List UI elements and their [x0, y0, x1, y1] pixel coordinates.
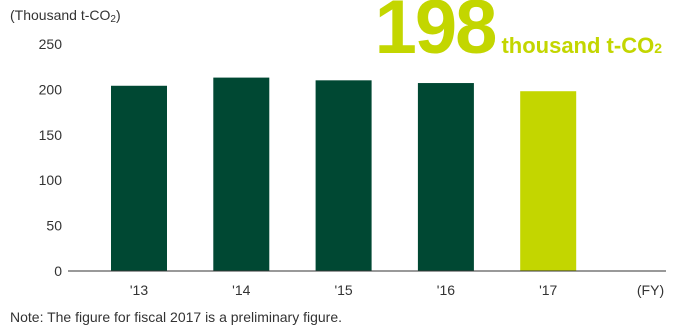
bar-13: [111, 85, 167, 271]
bar-14: [213, 77, 270, 271]
x-tick-label: '16: [437, 282, 455, 298]
x-tick-label: '14: [232, 282, 250, 298]
x-tick-label: '13: [130, 282, 148, 298]
y-axis-unit-label: (Thousand t-CO2): [10, 7, 121, 25]
x-tick-label: '17: [539, 282, 557, 298]
bars: [111, 77, 577, 271]
y-tick-label: 50: [46, 218, 62, 234]
y-tick-label: 200: [39, 81, 63, 97]
x-tick-label: '15: [334, 282, 352, 298]
y-tick-label: 0: [54, 263, 62, 279]
highlight-value: 198 thousand t-CO2: [375, 0, 662, 66]
bar-15: [315, 80, 372, 271]
x-axis-ticks: '13 '14 '15 '16 '17: [130, 282, 558, 298]
x-axis-unit-label: (FY): [637, 282, 664, 298]
y-tick-label: 250: [39, 36, 63, 52]
bar-17: [520, 91, 577, 271]
y-tick-label: 150: [39, 127, 63, 143]
footnote: Note: The figure for fiscal 2017 is a pr…: [10, 309, 343, 325]
y-tick-label: 100: [39, 172, 63, 188]
bar-16: [417, 83, 474, 271]
highlight-unit: thousand t-CO2: [501, 33, 662, 58]
y-axis-ticks: 0 50 100 150 200 250: [39, 36, 63, 279]
highlight-number: 198: [374, 0, 498, 70]
